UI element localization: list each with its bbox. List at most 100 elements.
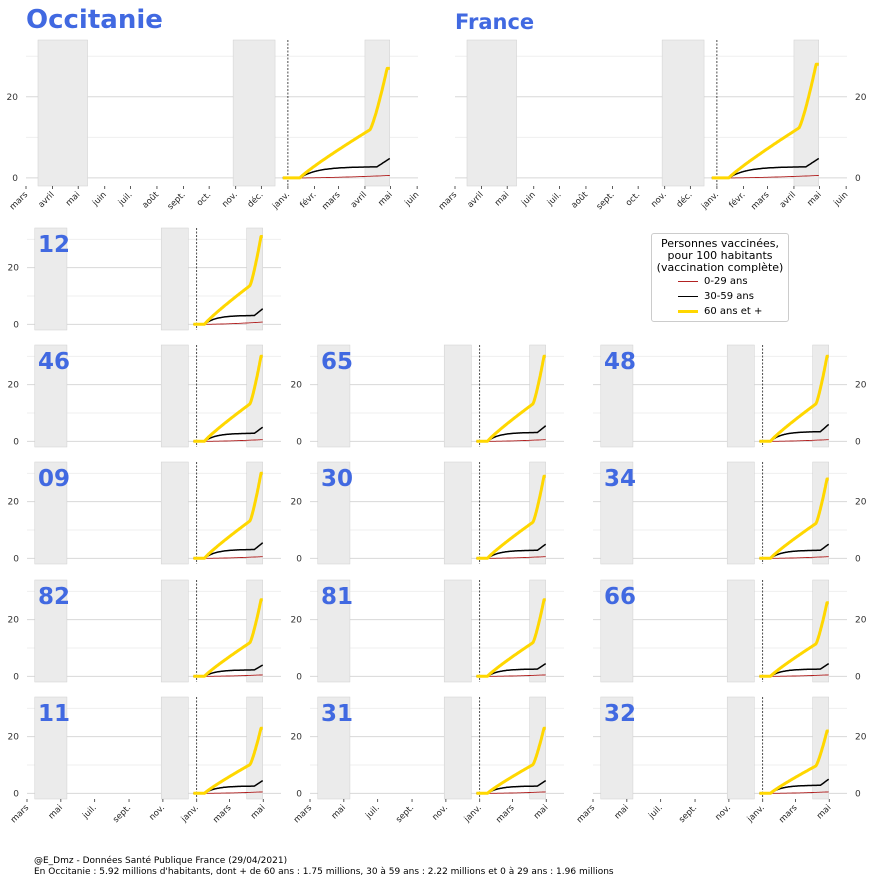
x-tick-label: juil. <box>545 190 564 209</box>
x-tick-label: mai <box>249 803 267 821</box>
x-tick-label: avril <box>349 190 369 210</box>
lockdown-shade <box>661 39 705 187</box>
x-tick-label: mars <box>777 803 800 826</box>
legend-title: Personnes vaccinées, pour 100 habitants … <box>652 238 788 274</box>
y-tick-label: 0 <box>13 672 19 682</box>
x-tick-label: juin <box>519 190 538 209</box>
lockdown-shade <box>317 696 351 800</box>
x-tick-label: juil. <box>363 803 382 822</box>
x-tick-label: mai <box>376 190 394 208</box>
x-tick-label: mars <box>292 803 315 826</box>
x-tick-label: mars <box>437 190 460 213</box>
panel-title: 82 <box>38 584 70 610</box>
series-60-ans-et--line <box>192 235 264 326</box>
x-tick-label: déc. <box>674 189 695 210</box>
lockdown-shade <box>726 344 755 448</box>
legend-label-30-59: 30-59 ans <box>704 291 754 302</box>
panel-title: 11 <box>38 701 70 727</box>
series-60-ans-et--line <box>475 726 547 795</box>
x-tick-label: mars <box>9 803 32 826</box>
series-60-ans-et--line <box>192 726 264 795</box>
x-tick-label: mai <box>493 190 511 208</box>
y-tick-label: 0 <box>296 672 302 682</box>
x-tick-label: juil. <box>116 190 135 209</box>
x-tick-label: sept. <box>394 803 416 825</box>
lockdown-shade <box>317 461 351 565</box>
y-tick-label: 20 <box>855 498 867 508</box>
x-tick-label: févr. <box>298 189 319 210</box>
lockdown-shade <box>443 696 472 800</box>
y-tick-label: 20 <box>291 733 303 743</box>
legend-swatch-0-29 <box>678 281 698 282</box>
y-tick-label: 20 <box>8 381 20 391</box>
x-tick-label: mars <box>8 190 31 213</box>
panel-title: 66 <box>604 584 636 610</box>
series-60-ans-et--line <box>758 601 830 678</box>
x-tick-label: avril <box>466 190 486 210</box>
legend-swatch-30-59 <box>678 296 698 297</box>
y-tick-label: 0 <box>12 174 18 184</box>
lockdown-shade <box>34 461 68 565</box>
x-tick-label: janv. <box>699 190 721 212</box>
legend-entry-30-59: 30-59 ans <box>652 289 788 304</box>
y-tick-label: 20 <box>8 264 20 274</box>
series-60-ans-et--line <box>758 477 830 560</box>
x-tick-label: mars <box>749 190 772 213</box>
footer-source: @E_Dmz - Données Santé Publique France (… <box>34 856 288 866</box>
y-tick-label: 20 <box>855 93 867 103</box>
series-60-ans-et--line <box>475 598 547 678</box>
lockdown-shade <box>34 579 68 683</box>
lockdown-shade <box>443 579 472 683</box>
y-tick-label: 0 <box>855 437 861 447</box>
y-tick-label: 0 <box>296 554 302 564</box>
x-tick-label: nov. <box>649 190 669 210</box>
panel-title: 81 <box>321 584 353 610</box>
x-tick-label: janv. <box>462 803 484 825</box>
legend-label-0-29: 0-29 ans <box>704 276 748 287</box>
panel-title: 09 <box>38 466 70 492</box>
y-tick-label: 0 <box>13 789 19 799</box>
x-tick-label: avril <box>778 190 798 210</box>
lockdown-shade <box>726 461 755 565</box>
x-tick-label: juin <box>832 190 851 209</box>
y-tick-label: 20 <box>291 498 303 508</box>
y-tick-label: 0 <box>855 672 861 682</box>
x-tick-label: févr. <box>727 189 748 210</box>
x-tick-label: mai <box>330 803 348 821</box>
y-tick-label: 20 <box>291 381 303 391</box>
legend: Personnes vaccinées, pour 100 habitants … <box>651 233 789 322</box>
x-tick-label: janv. <box>745 803 767 825</box>
x-tick-label: mars <box>320 190 343 213</box>
panel-title: 12 <box>38 232 70 258</box>
panel-title: 30 <box>321 466 353 492</box>
x-tick-label: mars <box>494 803 517 826</box>
lockdown-shade <box>160 344 189 448</box>
y-tick-label: 20 <box>291 616 303 626</box>
footer-population: En Occitanie : 5.92 millions d'habitants… <box>34 867 614 877</box>
x-tick-label: mai <box>64 190 82 208</box>
lockdown-shade <box>600 344 634 448</box>
panel-title: 46 <box>38 349 70 375</box>
y-tick-label: 0 <box>13 554 19 564</box>
legend-title-line-1: Personnes vaccinées, <box>660 237 780 250</box>
lockdown-shade <box>600 696 634 800</box>
lockdown-shade <box>317 344 351 448</box>
panel-title: 32 <box>604 701 636 727</box>
lockdown-shade <box>443 461 472 565</box>
x-tick-label: mars <box>211 803 234 826</box>
x-tick-label: sept. <box>595 190 617 212</box>
x-tick-label: juil. <box>80 803 99 822</box>
lockdown-shade <box>160 579 189 683</box>
y-tick-label: 0 <box>855 554 861 564</box>
x-tick-label: sept. <box>111 803 133 825</box>
lockdown-shade <box>160 227 189 331</box>
x-tick-label: oct. <box>624 190 642 208</box>
panel-title: 34 <box>604 466 636 492</box>
y-tick-label: 0 <box>855 174 861 184</box>
legend-label-60-plus: 60 ans et + <box>704 306 763 317</box>
y-tick-label: 20 <box>855 381 867 391</box>
panel-title: 31 <box>321 701 353 727</box>
lockdown-shade <box>726 696 755 800</box>
x-tick-label: août <box>140 190 161 211</box>
x-tick-label: janv. <box>179 803 201 825</box>
